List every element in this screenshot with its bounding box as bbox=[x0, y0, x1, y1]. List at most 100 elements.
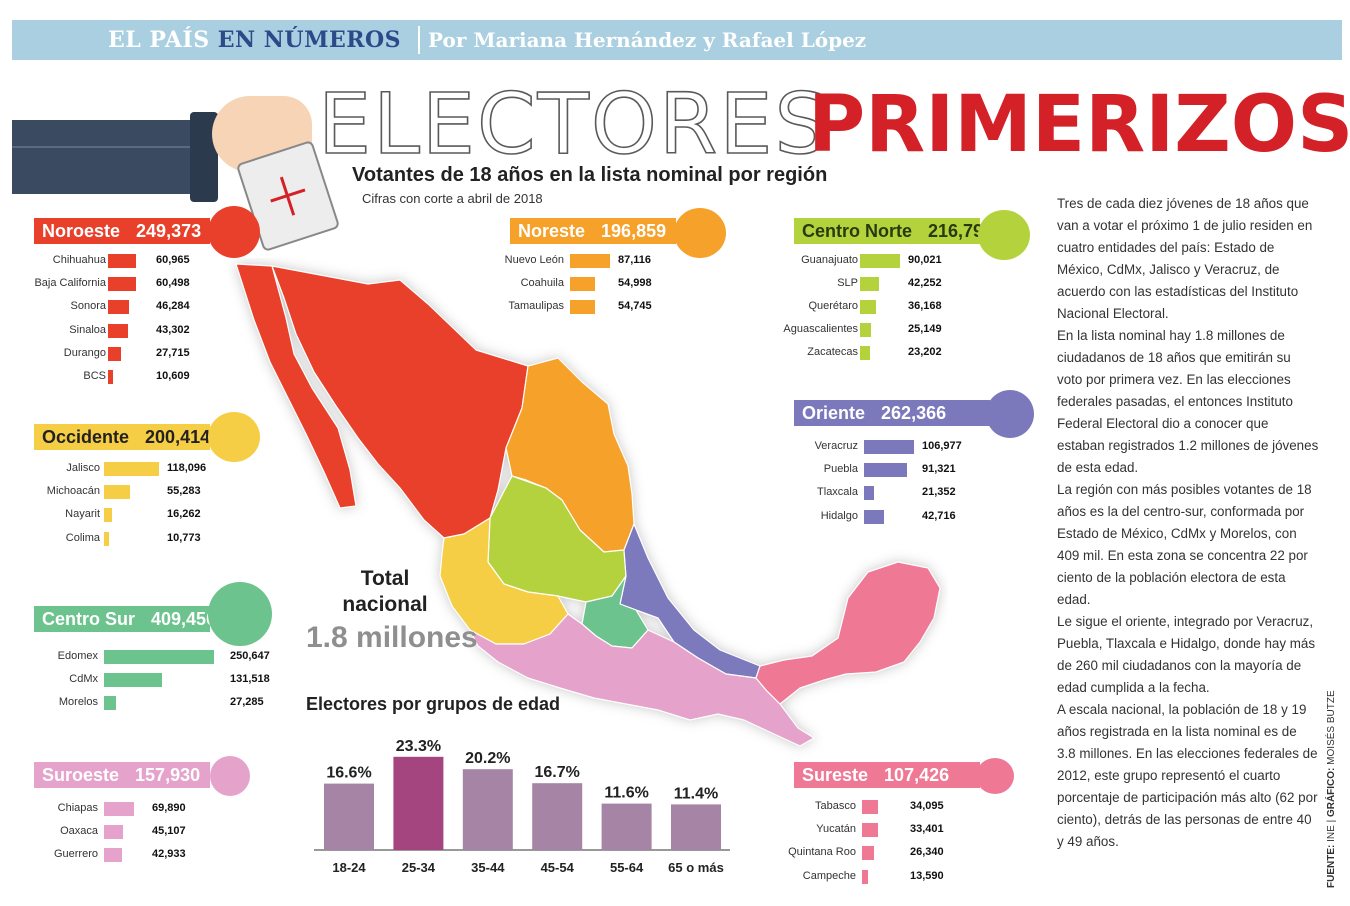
bar bbox=[108, 346, 121, 361]
bar-label: Morelos bbox=[58, 696, 98, 709]
bar-label: Hidalgo bbox=[820, 509, 858, 522]
region-color-dot bbox=[674, 208, 726, 258]
header-divider bbox=[418, 26, 420, 54]
bar-value: 60,498 bbox=[156, 277, 190, 290]
article-paragraph: Tres de cada diez jóvenes de 18 años que… bbox=[1057, 196, 1313, 321]
bar-value: 25,149 bbox=[908, 323, 942, 335]
bar bbox=[104, 848, 123, 863]
age-category-label: 25-34 bbox=[402, 860, 436, 875]
article-paragraph: La región con más posibles votantes de 1… bbox=[1057, 482, 1312, 607]
bar-label: Zacatecas bbox=[807, 346, 858, 358]
bar-label: Quintana Roo bbox=[788, 846, 856, 859]
bar-value: 42,252 bbox=[908, 277, 942, 289]
bar bbox=[108, 370, 113, 384]
bar bbox=[108, 300, 130, 315]
bar bbox=[104, 508, 112, 523]
bar-value: 46,284 bbox=[156, 300, 190, 313]
region-header: Noreste 196,859 bbox=[510, 218, 676, 244]
region-header: Oriente 262,366 bbox=[794, 400, 990, 426]
bar-label: Puebla bbox=[823, 463, 858, 476]
bar-value: 87,116 bbox=[618, 254, 652, 266]
bar bbox=[104, 462, 159, 476]
age-bar-value: 16.7% bbox=[535, 764, 580, 781]
bar-label: Yucatán bbox=[816, 823, 856, 836]
bar-value: 54,745 bbox=[618, 300, 652, 312]
bar bbox=[862, 846, 875, 861]
bar bbox=[108, 277, 136, 292]
article-paragraph: A escala nacional, la población de 18 y … bbox=[1057, 702, 1318, 849]
bar bbox=[864, 486, 874, 501]
bar-label: Guanajuato bbox=[801, 254, 858, 266]
bar bbox=[860, 346, 871, 360]
bar-value: 21,352 bbox=[922, 486, 956, 499]
article-paragraph: En la lista nominal hay 1.8 millones de … bbox=[1057, 328, 1319, 475]
bar-value: 27,285 bbox=[230, 696, 264, 709]
bar-value: 250,647 bbox=[230, 650, 270, 662]
bar-value: 23,202 bbox=[908, 346, 942, 358]
suit-sleeve-icon bbox=[12, 120, 208, 194]
age-bar-value: 11.6% bbox=[604, 785, 648, 802]
age-bar bbox=[532, 783, 583, 850]
bar bbox=[104, 485, 130, 500]
bar bbox=[862, 869, 869, 884]
total-value: 1.8 millones bbox=[306, 621, 478, 654]
bar-value: 33,401 bbox=[910, 823, 944, 836]
bar-label: Querétaro bbox=[808, 300, 858, 312]
age-bar-value: 11.4% bbox=[674, 785, 718, 802]
map-region-noroeste-baja bbox=[235, 263, 357, 509]
bar-value: 118,096 bbox=[167, 462, 207, 474]
authors-byline: Por Mariana Hernández y Rafael López bbox=[428, 28, 867, 52]
region-noroeste: Noroeste 249,373 Chihuahua 60,965 Baja Cali… bbox=[34, 206, 294, 388]
region-header: Centro Norte 216,792 bbox=[794, 218, 993, 244]
title-light: ELECTORES bbox=[317, 75, 830, 173]
region-centro-norte: Centro Norte 216,792 Guanajuato 90,021 SLP 4… bbox=[783, 210, 1034, 368]
bar bbox=[860, 323, 872, 337]
bar-label: Nuevo León bbox=[504, 254, 564, 266]
bar-label: Jalisco bbox=[66, 462, 100, 474]
bar bbox=[104, 673, 162, 688]
bar bbox=[104, 825, 124, 840]
bar bbox=[104, 650, 214, 664]
bar-label: Michoacán bbox=[46, 485, 100, 498]
bar-value: 45,107 bbox=[152, 825, 186, 838]
age-bar-value: 16.6% bbox=[326, 765, 371, 782]
bar-label: SLP bbox=[837, 277, 858, 289]
age-bar bbox=[601, 803, 652, 850]
bar-value: 90,021 bbox=[908, 254, 942, 266]
bar-value: 16,262 bbox=[167, 508, 201, 521]
region-color-dot bbox=[978, 210, 1030, 260]
region-color-dot bbox=[976, 758, 1014, 794]
bar-label: Guerrero bbox=[53, 848, 98, 861]
region-color-dot bbox=[208, 412, 260, 462]
age-category-label: 18-24 bbox=[332, 860, 366, 875]
region-occidente: Occidente 200,414 Jalisco 118,096 Michoacán… bbox=[34, 412, 294, 554]
bar-label: Campeche bbox=[802, 869, 856, 882]
bar bbox=[864, 463, 907, 478]
bar bbox=[104, 531, 110, 546]
age-category-label: 35-44 bbox=[471, 860, 505, 875]
bar bbox=[108, 254, 136, 268]
age-bar bbox=[671, 804, 721, 850]
bar-value: 69,890 bbox=[152, 802, 186, 814]
bar-value: 106,977 bbox=[922, 440, 962, 452]
bar-label: Tamaulipas bbox=[508, 300, 564, 312]
header-band: EL PAÍS EN NÚMEROS Por Mariana Hernández… bbox=[12, 20, 1342, 60]
region-header: Noroeste 249,373 bbox=[34, 218, 210, 244]
article-body: Tres de cada diez jóvenes de 18 años que… bbox=[1057, 193, 1319, 853]
bar bbox=[104, 802, 134, 816]
source-credit: FUENTE: INE | GRÁFICO: MOISÉS BUTZE bbox=[1326, 690, 1337, 888]
age-bar bbox=[324, 783, 374, 850]
bar bbox=[864, 509, 884, 524]
bar-label: Sonora bbox=[70, 300, 106, 313]
age-bar-chart: 16.6% 18-24 23.3% 25-34 20.2% 35-44 16.7% 45-54… bbox=[314, 738, 730, 875]
cutoff-note: Cifras con corte a abril de 2018 bbox=[362, 191, 543, 206]
bar-label: Tlaxcala bbox=[817, 486, 858, 499]
total-label: Total nacional bbox=[342, 567, 428, 616]
region-color-dot bbox=[208, 206, 260, 258]
bar-value: 26,340 bbox=[910, 846, 944, 859]
bar bbox=[864, 440, 914, 454]
bar-value: 42,933 bbox=[152, 848, 186, 861]
bar-value: 54,998 bbox=[618, 277, 652, 289]
bar-label: Edomex bbox=[57, 650, 98, 662]
region-color-dot bbox=[210, 756, 250, 796]
